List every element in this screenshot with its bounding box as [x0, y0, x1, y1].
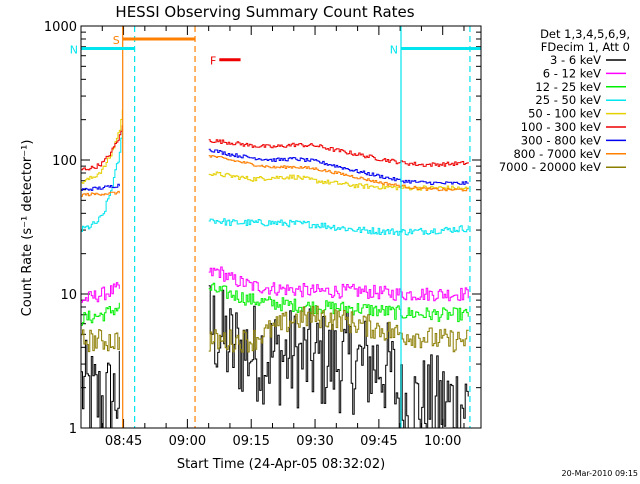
series-line-pre — [81, 125, 123, 171]
plot-marks: 1 10 100 1000 08:45 09:00 09:15 09:30 09:45 10:00… — [44, 20, 481, 449]
y-tick-label: 10 — [60, 288, 77, 303]
legend-header-line-1: Det 1,3,4,5,6,9, — [540, 27, 630, 41]
y-tick-label: 100 — [52, 154, 77, 169]
flag-label: S — [113, 34, 120, 47]
chart-title: HESSI Observing Summary Count Rates — [115, 3, 414, 21]
legend-label: 7000 - 20000 keV — [499, 160, 601, 174]
x-tick-label: 09:15 — [232, 434, 269, 449]
plot-frame — [80, 25, 482, 429]
legend-label: 12 - 25 keV — [535, 80, 601, 94]
x-tick-label: 08:45 — [105, 434, 142, 449]
legend-label: 6 - 12 keV — [543, 66, 601, 80]
y-tick-label: 1 — [69, 422, 77, 437]
footer-timestamp: 20-Mar-2010 09:15 — [562, 469, 639, 478]
series-line-pre — [81, 128, 123, 232]
series-line-post — [208, 171, 469, 191]
legend-label: 3 - 6 keV — [550, 53, 601, 67]
legend-header-line-2: FDecim 1, Att 0 — [541, 40, 630, 54]
series-line-post — [208, 282, 469, 323]
series-line-pre — [81, 329, 120, 353]
x-axis-label: Start Time (24-Apr-05 08:32:02) — [177, 457, 385, 472]
series-line-post — [208, 148, 469, 185]
legend-label: 50 - 100 keV — [528, 107, 601, 121]
series-line-pre — [81, 109, 123, 184]
x-tick-label: 10:00 — [424, 434, 461, 449]
flag-label: N — [390, 43, 398, 56]
series-line-pre — [81, 183, 120, 191]
series-line-pre — [81, 282, 120, 303]
series-line-pre — [81, 302, 120, 326]
legend-label: 25 - 50 keV — [535, 93, 601, 107]
flag-label: N — [70, 43, 78, 56]
series-line-post — [208, 139, 469, 167]
series-line-post — [208, 218, 469, 236]
y-axis-label: Count Rate (s⁻¹ detector⁻¹) — [20, 140, 35, 317]
series-line-post — [208, 305, 469, 353]
series-line-post — [208, 285, 469, 429]
legend-label: 300 - 800 keV — [521, 133, 601, 147]
x-tick-label: 09:45 — [360, 434, 397, 449]
series-line-post — [208, 266, 469, 302]
legend-label: 800 - 7000 keV — [513, 147, 601, 161]
x-tick-label: 09:30 — [296, 434, 333, 449]
series-line-post — [208, 155, 469, 192]
series-line-pre — [81, 339, 120, 429]
series-line-pre — [81, 190, 120, 197]
flag-label: F — [210, 55, 216, 68]
x-tick-label: 09:00 — [169, 434, 206, 449]
y-tick-label: 1000 — [44, 20, 77, 35]
legend-label: 100 - 300 keV — [521, 120, 601, 134]
